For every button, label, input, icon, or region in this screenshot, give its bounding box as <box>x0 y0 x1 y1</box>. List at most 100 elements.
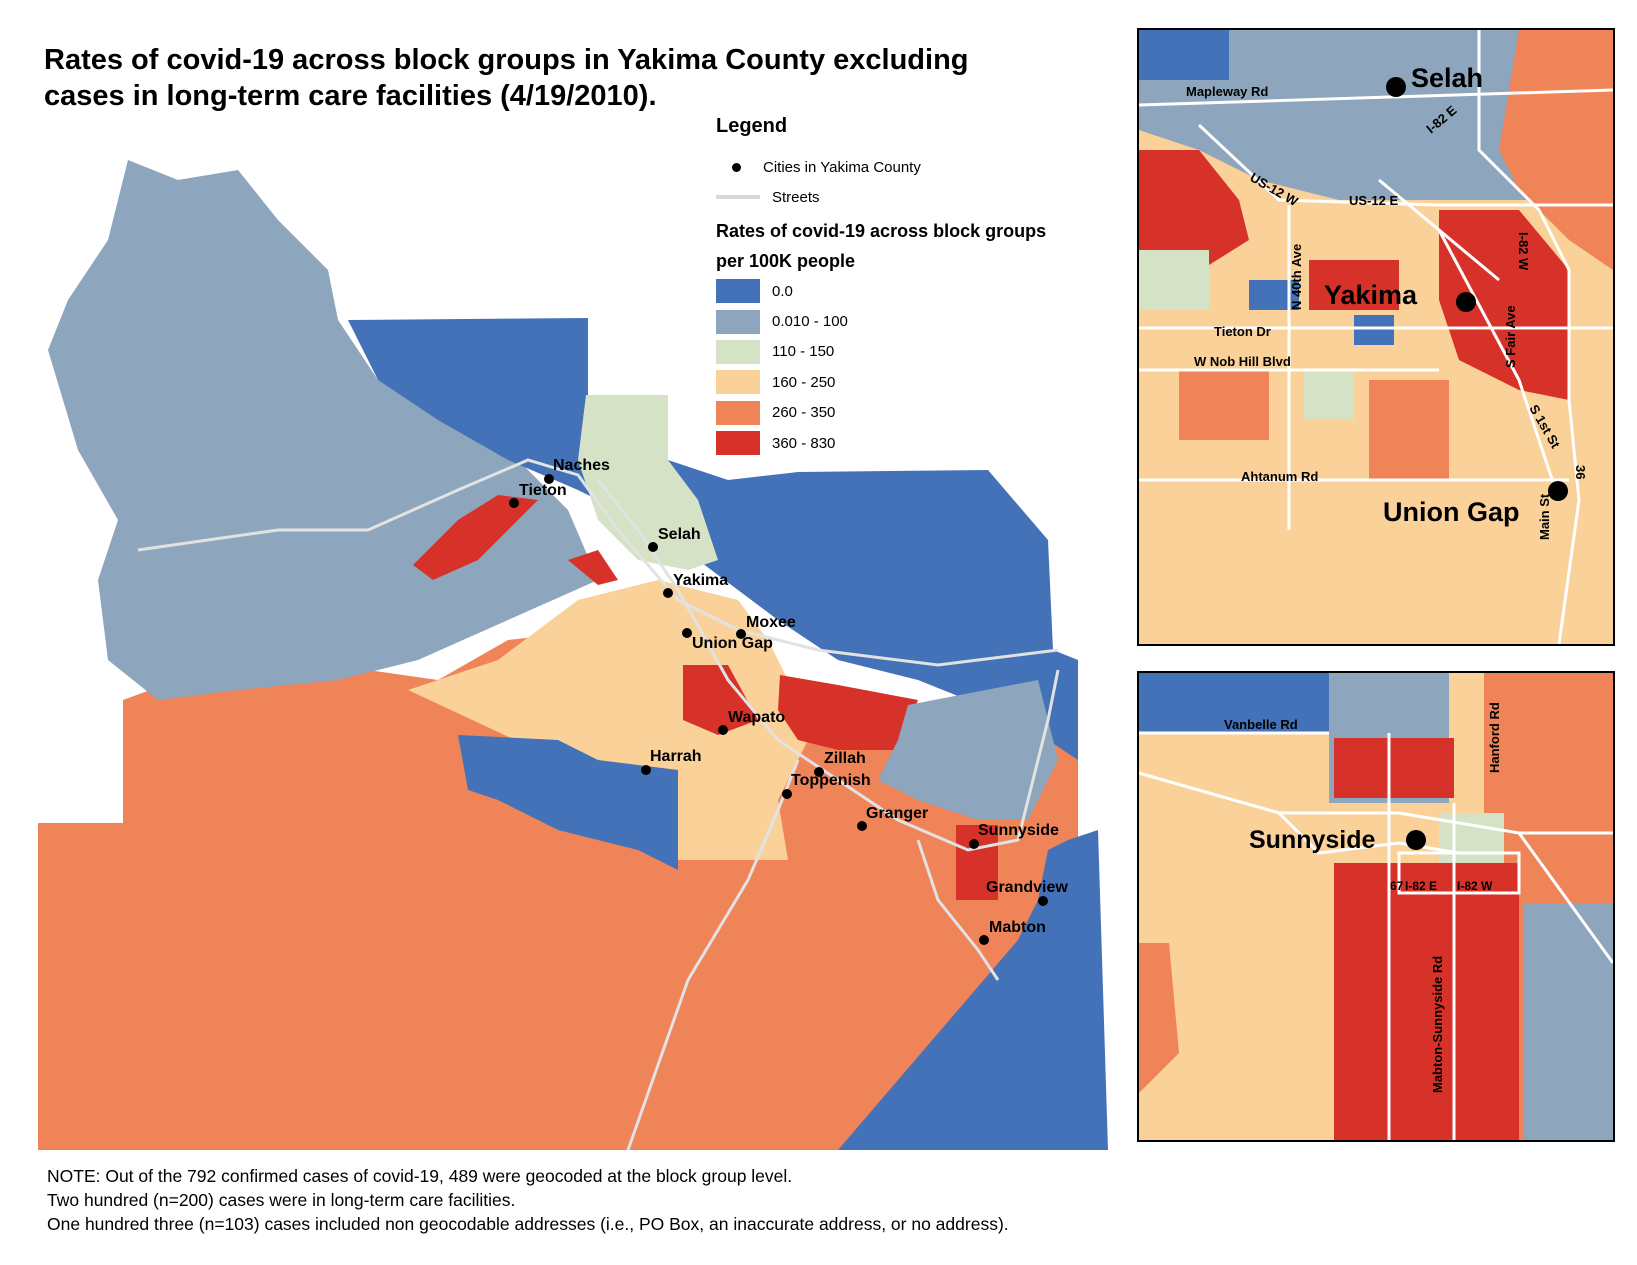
city-wapato: Wapato <box>718 709 785 735</box>
city-label-tieton: Tieton <box>519 482 567 499</box>
note-line-1: NOTE: Out of the 792 confirmed cases of … <box>47 1166 793 1186</box>
city-label-harrah: Harrah <box>650 748 702 765</box>
inset-yakima-green-block <box>1139 250 1209 310</box>
inset-yakima-street-11: Ahtanum Rd <box>1241 469 1318 484</box>
region-moxee-red <box>778 675 918 750</box>
inset-sunnyside-street-2: Hanford Rd <box>1487 702 1502 773</box>
region-east-gray <box>878 680 1058 820</box>
city-label-wapato: Wapato <box>728 709 785 726</box>
legend-rates-title-line-1: Rates of covid-19 across block groups <box>716 221 1047 241</box>
inset-yakima-red-west <box>1139 150 1249 265</box>
street-i82 <box>596 479 1060 852</box>
inset-yakima-street-4: US-12 E <box>1349 193 1398 208</box>
city-label-union-gap: Union Gap <box>692 635 773 652</box>
city-label-selah: Selah <box>658 526 701 543</box>
city-moxee: Moxee <box>736 614 796 639</box>
city-selah: Selah <box>648 526 701 552</box>
inset-yakima-blue-block-2 <box>1354 315 1394 345</box>
city-sunnyside: Sunnyside <box>969 822 1059 849</box>
inset-sunnyside-street-3: 67 <box>1390 879 1404 893</box>
inset-yakima-street-7: S Fair Ave <box>1503 305 1518 368</box>
region-yakima-red <box>568 550 618 585</box>
legend-bin-label: 110 - 150 <box>772 343 835 361</box>
inset-yakima-red-block <box>1309 260 1399 310</box>
inset-city-sunnyside: Sunnyside <box>1249 826 1426 854</box>
city-label-zillah: Zillah <box>824 750 866 767</box>
inset-sunnyside-streets <box>1139 731 1613 1140</box>
legend: Legend Cities in Yakima County Streets R… <box>716 115 1136 458</box>
inset-yakima-gray-north <box>1139 30 1613 200</box>
map-title-line-1: Rates of covid-19 across block groups in… <box>44 44 969 76</box>
city-label-mabton: Mabton <box>989 919 1046 936</box>
street-line-icon <box>716 195 760 199</box>
map-title: Rates of covid-19 across block groups in… <box>44 42 1094 114</box>
legend-bin: 0.010 - 100 <box>716 306 1136 336</box>
street-southeast-road <box>916 839 1000 981</box>
legend-bin: 0.0 <box>716 276 1136 306</box>
inset-yakima-blue-block-1 <box>1249 280 1299 310</box>
legend-swatch <box>716 339 760 364</box>
legend-rates-title-line-2: per 100K people <box>716 251 856 271</box>
inset-yakima-orange-block-1 <box>1179 370 1269 440</box>
inset-yakima-orange-south <box>1139 530 1613 644</box>
city-mabton: Mabton <box>979 919 1046 945</box>
city-tieton: Tieton <box>509 482 567 508</box>
inset-map-sunnyside: Vanbelle Rd Hanford Rd 67 I-82 E I-82 W … <box>1137 671 1615 1142</box>
legend-bin-label: 160 - 250 <box>772 373 836 391</box>
inset-city-selah: Selah <box>1386 63 1483 97</box>
inset-sunnyside-street-4: I-82 E <box>1405 879 1437 893</box>
legend-bin: 360 - 830 <box>716 428 1136 458</box>
legend-bin-label: 360 - 830 <box>772 434 836 452</box>
inset-city-label-union-gap: Union Gap <box>1383 497 1520 527</box>
inset-yakima-street-13: Main St <box>1537 493 1552 540</box>
legend-bin-label: 0.010 - 100 <box>772 313 848 331</box>
inset-sunnyside-street-1: Vanbelle Rd <box>1224 717 1298 732</box>
city-granger: Granger <box>857 805 928 831</box>
city-union-gap: Union Gap <box>682 628 773 652</box>
inset-city-union-gap: Union Gap <box>1383 481 1568 527</box>
city-label-yakima: Yakima <box>673 572 728 589</box>
inset-city-label-sunnyside: Sunnyside <box>1249 826 1376 854</box>
inset-yakima-streets <box>1139 30 1613 644</box>
city-yakima: Yakima <box>663 572 728 598</box>
region-tieton-red <box>413 495 538 580</box>
inset-yakima-orange-block-2 <box>1369 380 1449 480</box>
city-label-granger: Granger <box>866 805 928 822</box>
inset-sunnyside-street-6: Mabton-Sunnyside Rd <box>1430 956 1445 1093</box>
inset-map-yakima: Mapleway Rd I-82 E US-12 W US-12 E N 40t… <box>1137 28 1615 646</box>
street-us12-west <box>137 458 1059 667</box>
city-harrah: Harrah <box>641 748 702 775</box>
legend-rates-title: Rates of covid-19 across block groups pe… <box>716 216 1136 276</box>
legend-swatch <box>716 370 760 395</box>
region-south-orange <box>38 630 1078 1150</box>
legend-swatch <box>716 309 760 334</box>
region-southeast-blue <box>838 830 1108 1150</box>
map-note: NOTE: Out of the 792 confirmed cases of … <box>47 1164 1009 1236</box>
region-north-blue <box>348 318 1078 760</box>
legend-bin: 160 - 250 <box>716 367 1136 397</box>
legend-bin-label: 0.0 <box>772 282 793 300</box>
inset-yakima-street-8: Tieton Dr <box>1214 324 1271 339</box>
inset-sunnyside-blue-nw <box>1139 673 1329 733</box>
city-toppenish: Toppenish <box>782 772 871 799</box>
note-line-3: One hundred three (n=103) cases included… <box>47 1214 1009 1234</box>
legend-bins: 0.0 0.010 - 100 110 - 150 160 - 250 260 … <box>716 276 1136 458</box>
map-title-line-2: cases in long-term care facilities (4/19… <box>44 80 657 112</box>
legend-swatch <box>716 279 760 304</box>
city-label-sunnyside: Sunnyside <box>978 822 1059 839</box>
city-grandview: Grandview <box>986 879 1068 906</box>
yakima-county-map: Naches Tieton Selah Yakima Moxee Union G… <box>38 160 1108 1150</box>
city-naches: Naches <box>544 457 610 484</box>
inset-city-label-selah: Selah <box>1411 63 1483 93</box>
legend-row-cities: Cities in Yakima County <box>716 152 1136 182</box>
city-zillah: Zillah <box>814 750 866 777</box>
city-label-moxee: Moxee <box>746 614 796 631</box>
inset-yakima-blue-nw <box>1139 30 1229 80</box>
inset-yakima-street-1: Mapleway Rd <box>1186 84 1268 99</box>
city-label-grandview: Grandview <box>986 879 1068 896</box>
inset-yakima-street-9: W Nob Hill Blvd <box>1194 354 1291 369</box>
inset-yakima-street-5: N 40th Ave <box>1289 244 1304 310</box>
legend-bin: 260 - 350 <box>716 398 1136 428</box>
legend-title: Legend <box>716 115 788 137</box>
city-label-naches: Naches <box>553 457 610 474</box>
